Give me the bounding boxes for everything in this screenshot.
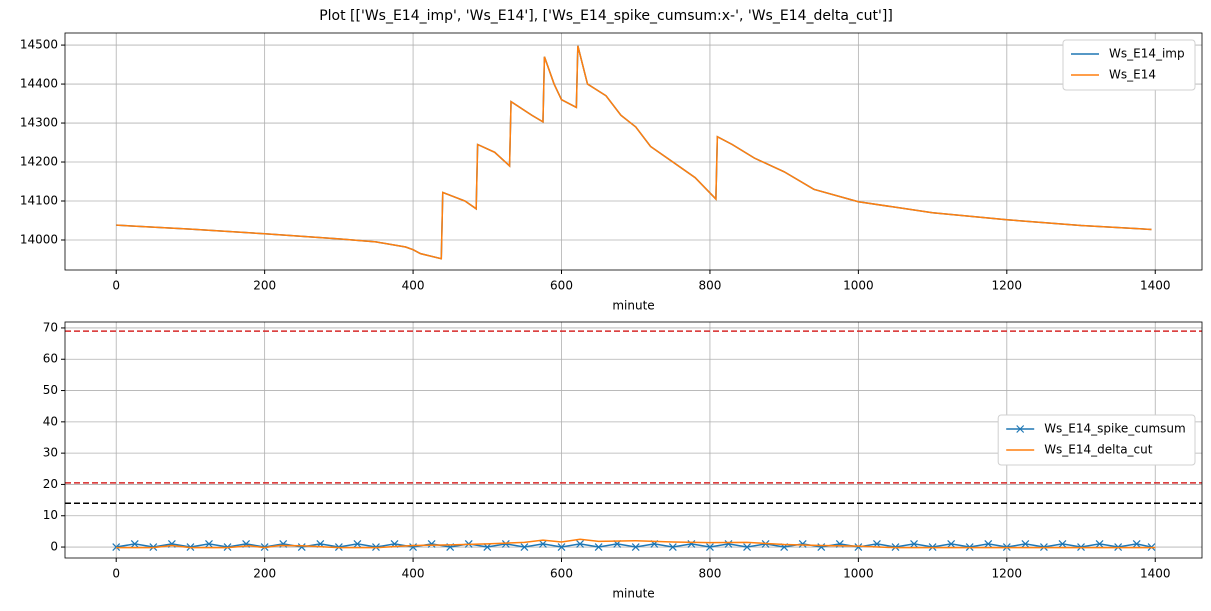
series-marker [1132,539,1141,548]
series-line [116,45,1152,260]
x-tick-label: 1400 [1140,279,1171,293]
series-marker [594,543,603,551]
series-marker [205,539,213,548]
legend-label: Ws_E14_spike_cumsum [1044,422,1186,436]
series-line [116,45,1152,260]
series-marker [557,543,566,551]
series-marker [539,539,547,548]
legend-box [997,414,1196,466]
legend-marker [1016,425,1025,433]
x-tick-label: 200 [253,279,276,293]
legend: Ws_E14_imp Ws_E14 [1062,39,1196,91]
x-tick-label: 1400 [1140,567,1171,581]
y-tick-label: 30 [43,446,58,460]
x-tick-label: 800 [698,567,721,581]
y-tick-label: 40 [43,414,58,428]
plot-frame [64,32,1203,271]
x-tick-label: 400 [402,567,425,581]
series-line [116,538,1156,549]
series-marker [576,539,584,548]
series-marker [743,543,751,551]
y-tick-label: 14100 [20,194,58,208]
x-tick-label: 600 [550,279,573,293]
x-tick-label: 600 [550,567,573,581]
subplot: 0 200 400 600 800 1000 1200 1400 14000 14100 14200… [20,32,1203,313]
x-tick-label: 400 [402,279,425,293]
x-tick-label: 1000 [843,567,874,581]
legend-label: Ws_E14_delta_cut [1044,443,1153,457]
legend-label: Ws_E14 [1109,68,1156,82]
x-tick-label: 800 [698,279,721,293]
y-tick-label: 10 [43,508,58,522]
x-tick-label: 1000 [843,279,874,293]
figure-title: Plot [['Ws_E14_imp', 'Ws_E14'], ['Ws_E14… [319,8,893,24]
y-tick-label: 60 [43,352,58,366]
x-axis-label: minute [612,587,654,601]
plot-frame [64,321,1203,559]
series-marker [520,543,529,551]
y-tick-label: 14300 [20,116,58,130]
legend-box [1062,39,1196,91]
y-tick-label: 70 [43,320,58,334]
subplot: 0 200 400 600 800 1000 1200 1400 0 10 20 30 40 50 60 70… [43,320,1203,601]
series-marker [1058,539,1067,548]
legend-label: Ws_E14_imp [1109,47,1185,61]
y-tick-label: 14000 [20,232,58,246]
series-marker [1095,539,1104,548]
y-tick-label: 0 [50,540,58,554]
x-tick-label: 0 [112,279,120,293]
series-marker [668,543,677,551]
x-tick-label: 0 [112,567,120,581]
series-marker [297,543,306,551]
series-marker [501,539,510,548]
series-marker [947,539,956,548]
series-marker [798,539,807,548]
x-tick-label: 1200 [992,567,1023,581]
series-marker [910,539,918,548]
series-marker [706,543,714,551]
series-marker [631,543,640,551]
series-marker [1021,539,1030,548]
series-marker [724,539,733,548]
y-tick-label: 20 [43,477,58,491]
series-marker [130,539,139,548]
series-marker [353,539,362,548]
y-tick-label: 14400 [20,77,58,91]
y-tick-label: 14500 [20,38,58,52]
series-marker [427,539,436,548]
x-axis-label: minute [612,299,654,313]
series-marker [854,543,863,551]
x-tick-label: 1200 [992,279,1023,293]
legend: Ws_E14_spike_cumsum Ws_E14_delta_cut [997,414,1196,466]
y-tick-label: 14200 [20,155,58,169]
x-tick-label: 200 [253,567,276,581]
series-marker [984,539,993,548]
y-tick-label: 50 [43,383,58,397]
